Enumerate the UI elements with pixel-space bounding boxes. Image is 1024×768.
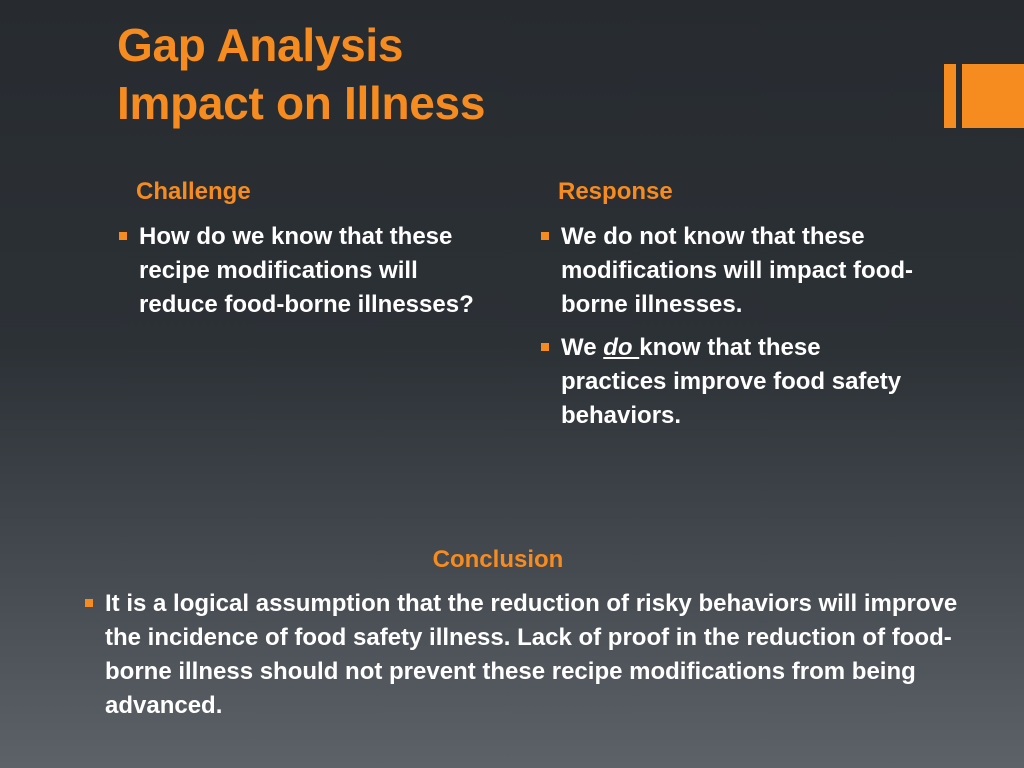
response-bullet-2-emphasis: do [603, 334, 640, 361]
conclusion-bullet: It is a logical assumption that the redu… [83, 587, 983, 723]
response-bullet-2: We do know that these practices improve … [539, 331, 919, 433]
challenge-heading: Challenge [136, 178, 251, 205]
title-line-1: Gap Analysis [117, 19, 404, 71]
slide-title: Gap Analysis Impact on Illness [117, 16, 485, 132]
response-heading: Response [558, 178, 673, 205]
decorative-accent-bar [944, 64, 956, 128]
response-bullet-1: We do not know that these modifications … [539, 220, 919, 322]
response-bullet-2-pre: We [561, 334, 604, 361]
challenge-list: How do we know that these recipe modific… [117, 220, 497, 331]
conclusion-heading: Conclusion [432, 546, 564, 573]
conclusion-list: It is a logical assumption that the redu… [83, 587, 983, 732]
response-list: We do not know that these modifications … [539, 220, 919, 442]
challenge-bullet: How do we know that these recipe modific… [117, 220, 497, 322]
response-bullet-2-post: know that these practices improve food s… [561, 334, 902, 429]
decorative-accent-block [962, 64, 1024, 128]
title-line-2: Impact on Illness [117, 77, 486, 129]
